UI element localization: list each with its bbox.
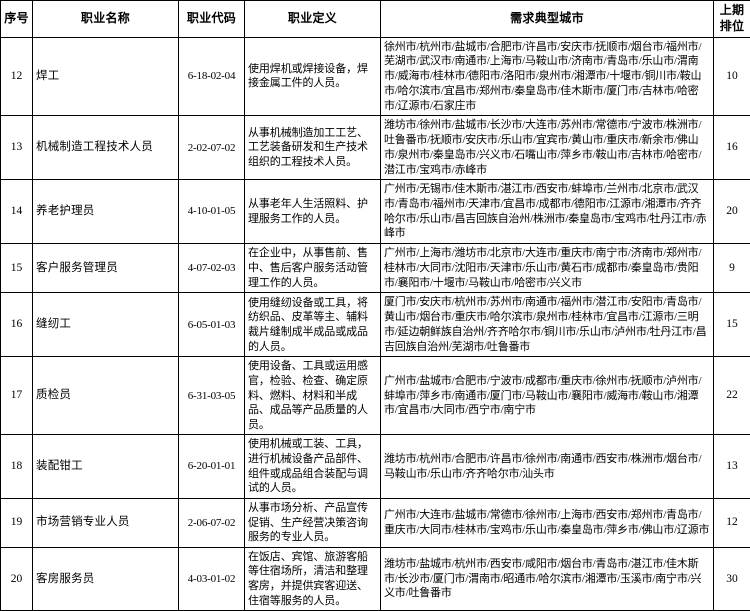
column-header-previous-rank-line2: 排位 — [717, 19, 747, 35]
cell-occupation-definition: 使用缝纫设备或工具，将纺织品、皮革等主、辅料裁片缝制成半成品或成品的人员。 — [245, 293, 381, 357]
column-header-previous-rank-line1: 上期 — [717, 3, 747, 19]
cell-occupation-code: 4-10-01-05 — [179, 180, 245, 244]
column-header-occupation-name: 职业名称 — [33, 1, 179, 38]
cell-previous-rank: 16 — [714, 116, 750, 180]
column-header-previous-rank: 上期 排位 — [714, 1, 750, 38]
cell-sequence-number: 20 — [1, 547, 33, 611]
cell-occupation-name: 质检员 — [33, 357, 179, 435]
cell-typical-cities: 广州市/大连市/盐城市/常德市/徐州市/上海市/西安市/郑州市/青岛市/重庆市/… — [381, 498, 714, 547]
cell-sequence-number: 19 — [1, 498, 33, 547]
cell-typical-cities: 潍坊市/盐城市/杭州市/西安市/咸阳市/烟台市/青岛市/湛江市/佳木斯市/长沙市… — [381, 547, 714, 611]
cell-previous-rank: 20 — [714, 180, 750, 244]
cell-occupation-definition: 在饭店、宾馆、旅游客船等住宿场所，清洁和整理客房，并提供宾客迎送、住宿等服务的人… — [245, 547, 381, 611]
cell-occupation-code: 6-05-01-03 — [179, 293, 245, 357]
table-header-row: 序号 职业名称 职业代码 职业定义 需求典型城市 上期 排位 — [1, 1, 750, 38]
cell-sequence-number: 12 — [1, 37, 33, 116]
cell-previous-rank: 10 — [714, 37, 750, 116]
cell-typical-cities: 厦门市/安庆市/杭州市/苏州市/南通市/福州市/潜江市/安阳市/青岛市/黄山市/… — [381, 293, 714, 357]
cell-occupation-code: 4-07-02-03 — [179, 244, 245, 293]
cell-occupation-code: 6-31-03-05 — [179, 357, 245, 435]
cell-occupation-definition: 从事市场分析、产品宣传促销、生产经营决策咨询服务的专业人员。 — [245, 498, 381, 547]
cell-occupation-definition: 从事机械制造加工工艺、工艺装备研发和生产技术组织的工程技术人员。 — [245, 116, 381, 180]
cell-occupation-definition: 使用设备、工具或运用感官，检验、检查、确定原料、燃料、材料和半成品、成品等产品质… — [245, 357, 381, 435]
cell-sequence-number: 14 — [1, 180, 33, 244]
cell-sequence-number: 13 — [1, 116, 33, 180]
cell-occupation-definition: 在企业中，从事售前、售中、售后客户服务活动管理工作的人员。 — [245, 244, 381, 293]
cell-occupation-name: 客房服务员 — [33, 547, 179, 611]
cell-sequence-number: 17 — [1, 357, 33, 435]
cell-sequence-number: 18 — [1, 435, 33, 499]
cell-occupation-name: 客户服务管理员 — [33, 244, 179, 293]
cell-previous-rank: 13 — [714, 435, 750, 499]
column-header-occupation-definition: 职业定义 — [245, 1, 381, 38]
cell-previous-rank: 30 — [714, 547, 750, 611]
cell-occupation-name: 缝纫工 — [33, 293, 179, 357]
cell-typical-cities: 广州市/无锡市/佳木斯市/湛江市/西安市/蚌埠市/兰州市/北京市/武汉市/青岛市… — [381, 180, 714, 244]
cell-occupation-code: 6-18-02-04 — [179, 37, 245, 116]
cell-occupation-definition: 使用机械或工装、工具，进行机械设备产品部件、组件或成品组合装配与调试的人员。 — [245, 435, 381, 499]
column-header-typical-cities: 需求典型城市 — [381, 1, 714, 38]
cell-occupation-name: 装配钳工 — [33, 435, 179, 499]
cell-occupation-name: 养老护理员 — [33, 180, 179, 244]
cell-occupation-code: 2-02-07-02 — [179, 116, 245, 180]
cell-occupation-code: 2-06-07-02 — [179, 498, 245, 547]
cell-typical-cities: 广州市/盐城市/合肥市/宁波市/成都市/重庆市/徐州市/抚顺市/泸州市/蚌埠市/… — [381, 357, 714, 435]
cell-previous-rank: 9 — [714, 244, 750, 293]
cell-occupation-name: 机械制造工程技术人员 — [33, 116, 179, 180]
cell-occupation-code: 6-20-01-01 — [179, 435, 245, 499]
table-header: 序号 职业名称 职业代码 职业定义 需求典型城市 上期 排位 — [1, 1, 750, 38]
column-header-seq: 序号 — [1, 1, 33, 38]
cell-typical-cities: 徐州市/杭州市/盐城市/合肥市/许昌市/安庆市/抚顺市/烟台市/福州市/芜湖市/… — [381, 37, 714, 116]
cell-occupation-definition: 从事老年人生活照料、护理服务工作的人员。 — [245, 180, 381, 244]
cell-typical-cities: 潍坊市/徐州市/盐城市/长沙市/大连市/苏州市/常德市/宁波市/株洲市/吐鲁番市… — [381, 116, 714, 180]
cell-occupation-definition: 使用焊机或焊接设备，焊接金属工件的人员。 — [245, 37, 381, 116]
cell-typical-cities: 广州市/上海市/潍坊市/北京市/大连市/重庆市/南宁市/济南市/郑州市/桂林市/… — [381, 244, 714, 293]
cell-sequence-number: 15 — [1, 244, 33, 293]
cell-typical-cities: 潍坊市/杭州市/合肥市/许昌市/徐州市/南通市/西安市/株洲市/烟台市/马鞍山市… — [381, 435, 714, 499]
cell-previous-rank: 22 — [714, 357, 750, 435]
column-header-occupation-code: 职业代码 — [179, 1, 245, 38]
cell-occupation-name: 市场营销专业人员 — [33, 498, 179, 547]
cell-occupation-name: 焊工 — [33, 37, 179, 116]
cell-sequence-number: 16 — [1, 293, 33, 357]
cell-previous-rank: 15 — [714, 293, 750, 357]
cell-previous-rank: 12 — [714, 498, 750, 547]
cell-occupation-code: 4-03-01-02 — [179, 547, 245, 611]
